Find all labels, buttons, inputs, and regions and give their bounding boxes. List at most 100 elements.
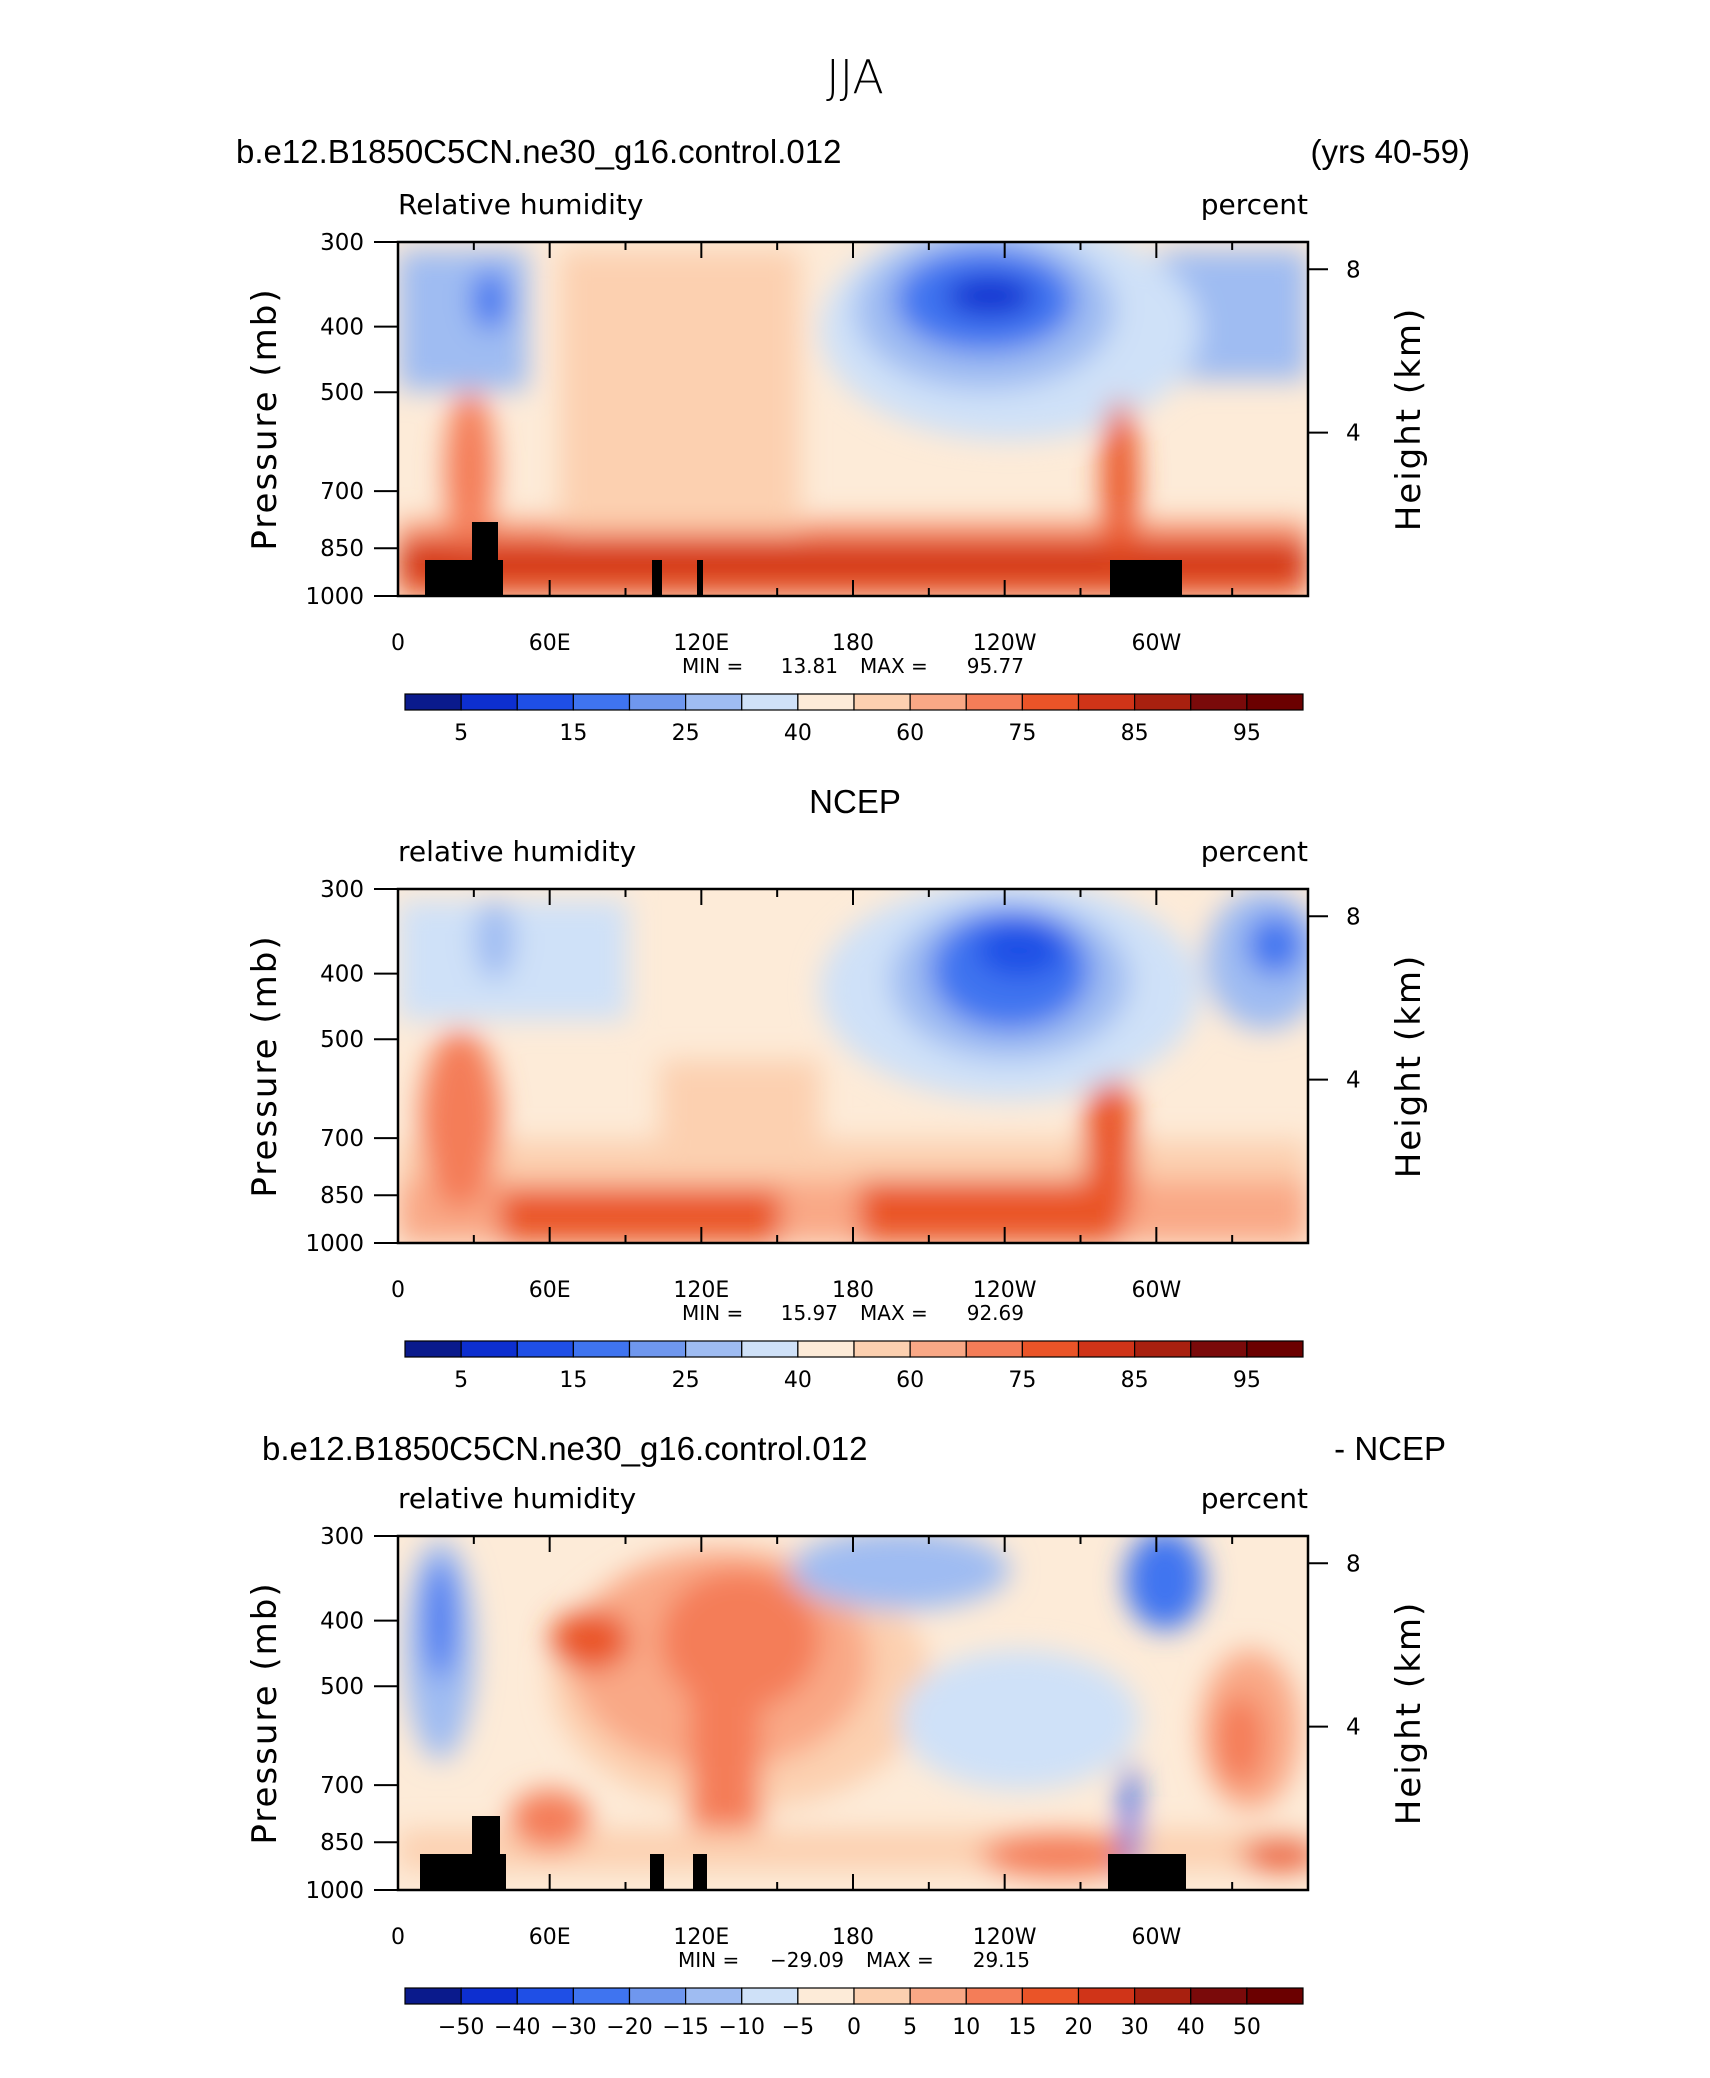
colorbar-box — [628, 693, 687, 711]
colorbar-label: 10 — [952, 2015, 980, 2040]
contour-field — [398, 1536, 1308, 1890]
max-label: MAX = — [866, 1948, 934, 1972]
y-tick-label: 700 — [320, 1126, 364, 1152]
variable-label: Relative humidity — [398, 188, 643, 221]
colorbar-box — [516, 1987, 574, 2005]
min-value: 13.81 — [781, 654, 838, 678]
colorbar-box — [628, 1340, 687, 1358]
y2-axis-label: Height (km) — [1389, 954, 1429, 1179]
colorbar-box — [853, 693, 911, 711]
x-tick-label: 60E — [529, 1278, 571, 1303]
colorbar-box — [741, 1340, 799, 1358]
colorbar-box — [909, 1340, 967, 1358]
stats-text: MIN = −29.09 MAX = 29.15 — [678, 1948, 1030, 1972]
max-label: MAX = — [860, 1301, 928, 1325]
colorbar-box — [460, 1340, 518, 1358]
y-tick-label: 700 — [320, 479, 364, 505]
y-axis-label: Pressure (mb) — [245, 1581, 285, 1844]
y-tick-label: 850 — [320, 1830, 364, 1856]
y2-tick-label: 8 — [1346, 257, 1361, 283]
min-label: MIN = — [682, 654, 743, 678]
colorbar-box — [1021, 693, 1080, 711]
colorbar-box — [572, 1987, 631, 2005]
colorbar-box — [1246, 1340, 1304, 1358]
panel-header-right: (yrs 40-59) — [1310, 133, 1470, 170]
x-tick-label: 120E — [673, 1278, 729, 1303]
y-tick-label: 850 — [320, 1183, 364, 1209]
colorbar-box — [516, 1340, 574, 1358]
x-tick-label: 180 — [832, 631, 874, 656]
colorbar-box — [1021, 1987, 1080, 2005]
colorbar-label: 40 — [784, 721, 812, 746]
colorbar-label: 95 — [1233, 1368, 1261, 1393]
colorbar-label: 20 — [1065, 2015, 1093, 2040]
y-tick-label: 850 — [320, 536, 364, 562]
panel-header-left: b.e12.B1850C5CN.ne30_g16.control.012 — [236, 133, 841, 170]
colorbar-box — [797, 693, 855, 711]
colorbar-label: 95 — [1233, 721, 1261, 746]
y-tick-label: 400 — [320, 315, 364, 341]
colorbar-label: 50 — [1233, 2015, 1261, 2040]
y-tick-label: 1000 — [305, 1231, 364, 1257]
colorbar-box — [965, 1340, 1023, 1358]
colorbar-label: −5 — [782, 2015, 814, 2040]
colorbar-label: 15 — [1008, 2015, 1036, 2040]
colorbar-box — [404, 693, 462, 711]
colorbar-box — [1134, 1987, 1192, 2005]
units-label: percent — [1201, 1482, 1308, 1515]
colorbar-box — [1077, 693, 1136, 711]
colorbar-label: 15 — [559, 721, 587, 746]
colorbar-box — [460, 1987, 518, 2005]
colorbar-label: −20 — [606, 2015, 652, 2040]
x-tick-label: 180 — [832, 1278, 874, 1303]
colorbar-label: −30 — [550, 2015, 596, 2040]
colorbar-label: −50 — [438, 2015, 484, 2040]
y-axis-label: Pressure (mb) — [245, 287, 285, 550]
y2-tick-label: 4 — [1346, 421, 1361, 447]
min-value: −29.09 — [770, 1948, 844, 1972]
x-tick-label: 60E — [529, 631, 571, 656]
colorbar-box — [685, 1340, 743, 1358]
topography-mask — [420, 1816, 1186, 1890]
x-tick-label: 60E — [529, 1925, 571, 1950]
y2-tick-label: 4 — [1346, 1068, 1361, 1094]
main-title: JJA — [826, 50, 884, 104]
colorbar-box — [1021, 1340, 1080, 1358]
panel-header-left: NCEP — [809, 783, 901, 820]
y-tick-label: 400 — [320, 962, 364, 988]
colorbar-box — [741, 693, 799, 711]
max-value: 95.77 — [967, 654, 1024, 678]
colorbar-box — [516, 693, 574, 711]
x-tick-label: 60W — [1131, 631, 1181, 656]
y2-tick-label: 8 — [1346, 904, 1361, 930]
colorbar-label: 5 — [454, 1368, 468, 1393]
colorbar-box — [572, 693, 631, 711]
colorbar-label: 60 — [896, 721, 924, 746]
x-tick-label: 120W — [973, 1278, 1037, 1303]
colorbar-label: 40 — [784, 1368, 812, 1393]
colorbar-box — [797, 1340, 855, 1358]
y-tick-label: 1000 — [305, 1878, 364, 1904]
y2-axis-label: Height (km) — [1389, 1601, 1429, 1826]
colorbar-label: −15 — [662, 2015, 708, 2040]
colorbar-box — [797, 1987, 855, 2005]
min-label: MIN = — [678, 1948, 739, 1972]
colorbar-box — [460, 693, 518, 711]
colorbar-box — [1077, 1340, 1136, 1358]
min-label: MIN = — [682, 1301, 743, 1325]
colorbar-box — [1134, 693, 1192, 711]
colorbar-box — [909, 1987, 967, 2005]
x-tick-label: 180 — [832, 1925, 874, 1950]
y-tick-label: 500 — [320, 380, 364, 406]
colorbar-box — [685, 1987, 743, 2005]
colorbar-label: 85 — [1121, 721, 1149, 746]
y-axis-label: Pressure (mb) — [245, 934, 285, 1197]
colorbar-label: 40 — [1177, 2015, 1205, 2040]
x-tick-label: 120W — [973, 631, 1037, 656]
y2-tick-label: 8 — [1346, 1551, 1361, 1577]
colorbar-box — [853, 1987, 911, 2005]
x-tick-label: 120W — [973, 1925, 1037, 1950]
colorbar-box — [628, 1987, 687, 2005]
colorbar-label: 15 — [559, 1368, 587, 1393]
